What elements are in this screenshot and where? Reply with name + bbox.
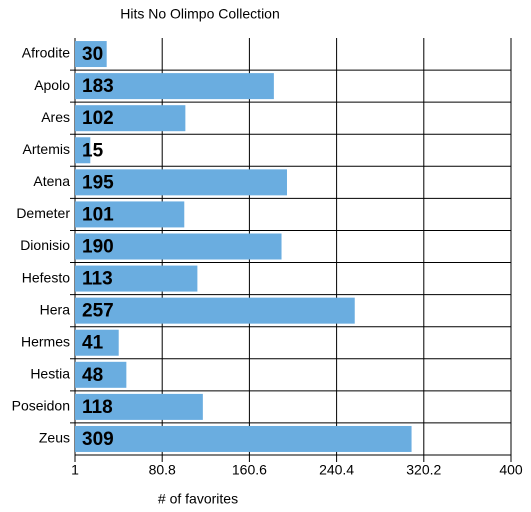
bar <box>75 201 185 228</box>
value-label: 15 <box>82 140 104 161</box>
bar <box>75 329 119 356</box>
bar <box>75 137 91 164</box>
bar <box>75 297 355 324</box>
x-tick-label: 400 <box>499 462 523 478</box>
value-label: 41 <box>82 333 104 354</box>
value-label: 102 <box>82 108 114 129</box>
value-label: 309 <box>82 429 114 450</box>
y-tick-label: Demeter <box>16 205 70 221</box>
y-tick-label: Afrodite <box>22 45 70 61</box>
value-label: 190 <box>82 237 114 258</box>
y-tick-label: Ares <box>41 109 70 125</box>
bar <box>75 169 287 196</box>
value-label: 30 <box>82 44 103 65</box>
bar <box>75 233 282 260</box>
y-tick-label: Hefesto <box>22 269 70 285</box>
bar <box>75 361 127 388</box>
y-tick-label: Dionisio <box>20 237 70 253</box>
y-tick-label: Hestia <box>30 366 70 382</box>
bar <box>75 73 274 100</box>
x-axis-label: # of favorites <box>158 491 238 507</box>
y-tick-label: Hermes <box>21 333 70 349</box>
y-tick-label: Artemis <box>23 141 70 157</box>
value-label: 195 <box>82 172 114 193</box>
x-tick-label: 320.2 <box>406 462 441 478</box>
chart-title: Hits No Olimpo Collection <box>120 6 280 22</box>
x-tick-label: 240.4 <box>319 462 354 478</box>
x-tick-label: 1 <box>71 462 79 478</box>
value-label: 113 <box>82 269 113 290</box>
value-label: 48 <box>82 365 103 386</box>
value-label: 101 <box>82 204 114 225</box>
value-label: 183 <box>82 76 114 97</box>
value-label: 257 <box>82 301 114 322</box>
y-tick-label: Hera <box>40 301 71 317</box>
y-tick-label: Poseidon <box>12 398 70 414</box>
x-tick-label: 160.6 <box>232 462 267 478</box>
y-tick-label: Atena <box>33 173 70 189</box>
y-tick-label: Zeus <box>39 430 70 446</box>
bar <box>75 41 107 68</box>
value-label: 118 <box>82 397 113 418</box>
x-tick-label: 80.8 <box>149 462 176 478</box>
y-tick-label: Apolo <box>34 77 70 93</box>
bar <box>75 265 198 292</box>
bar <box>75 425 412 452</box>
bar <box>75 105 186 132</box>
bar <box>75 393 203 420</box>
